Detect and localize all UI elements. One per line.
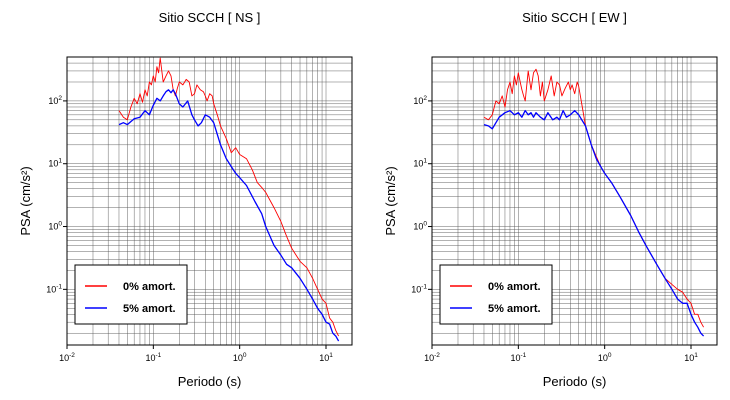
y-tick-label: 101 [48,158,62,169]
x-tick-label: 10-1 [510,352,526,363]
x-axis-label: Periodo (s) [178,374,242,389]
legend: 0% amort. 5% amort. [74,264,188,325]
grid-lines [67,57,352,345]
y-tick-label: 10-1 [411,283,427,294]
y-tick-label: 100 [48,221,62,232]
legend-label: 0% amort. [488,281,541,293]
x-tick-label: 100 [598,352,612,363]
series-line-damping-5 [118,89,340,342]
y-axis-label: PSA (cm/s²) [383,166,398,235]
legend-label: 0% amort. [123,281,176,293]
legend-box [439,264,553,325]
plot-frame [66,56,353,346]
y-tick-label: 100 [413,221,427,232]
x-tick-label: 10-2 [59,352,75,363]
plot-frame [431,56,718,346]
y-tick-label: 102 [48,95,62,106]
legend-box [74,264,188,325]
x-tick-label: 10-1 [145,352,161,363]
x-tick-label: 10-2 [424,352,440,363]
x-tick-label: 101 [684,352,698,363]
series-line-damping-0 [118,57,340,337]
series-line-damping-5 [483,109,705,337]
y-axis-label: PSA (cm/s²) [18,166,33,235]
chart-title: Sitio SCCH [ EW ] [522,10,627,25]
legend: 0% amort. 5% amort. [439,264,553,325]
x-tick-label: 101 [319,352,333,363]
x-axis-label: Periodo (s) [543,374,607,389]
x-tick-label: 100 [233,352,247,363]
y-tick-label: 101 [413,158,427,169]
y-tick-label: 102 [413,95,427,106]
chart-panel-1: 10-2 10-1 100 101 10-1 100 101 102 Sitio SCCH [ … [18,10,353,389]
grid-lines [432,57,717,345]
legend-label: 5% amort. [123,303,176,315]
chart-panel-2: 10-2 10-1 100 101 10-1 100 101 102 Sitio SCCH [ … [383,10,718,389]
chart-title: Sitio SCCH [ NS ] [159,10,261,25]
legend-label: 5% amort. [488,303,541,315]
y-tick-label: 10-1 [46,283,62,294]
